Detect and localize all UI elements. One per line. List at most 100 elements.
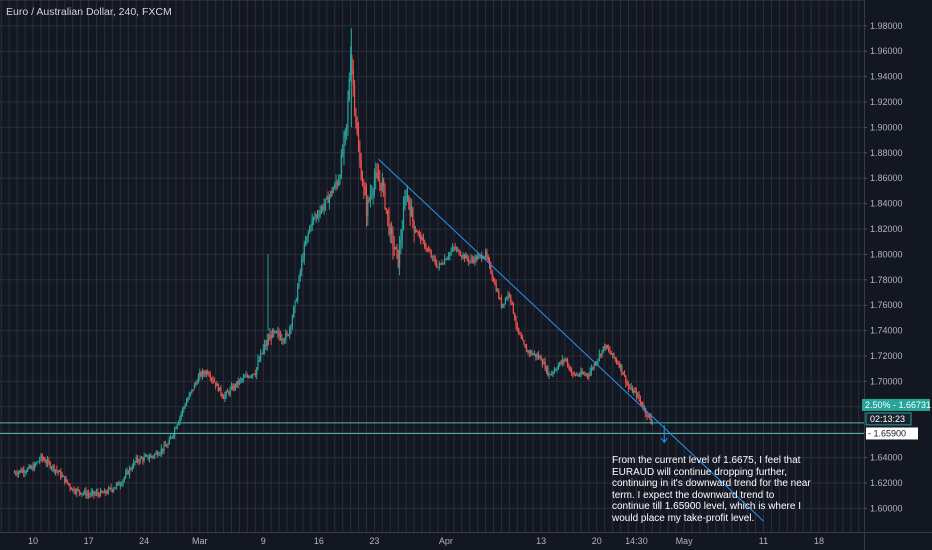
candle-body bbox=[142, 458, 144, 461]
candle-body bbox=[590, 368, 593, 372]
candle-body bbox=[86, 494, 88, 496]
candle-body bbox=[437, 267, 439, 269]
candle-body bbox=[523, 340, 525, 345]
candle-body bbox=[392, 233, 394, 248]
candle-body bbox=[633, 390, 635, 393]
candle-body bbox=[396, 246, 398, 250]
candle-body bbox=[188, 394, 190, 399]
candle-body bbox=[45, 462, 47, 464]
candle-body bbox=[54, 469, 57, 472]
candle-body bbox=[577, 374, 579, 376]
candle-body bbox=[499, 298, 501, 300]
candle-body bbox=[609, 349, 611, 353]
candle-body bbox=[449, 252, 451, 257]
candle-body bbox=[107, 488, 110, 493]
candle-body bbox=[527, 350, 529, 352]
candle-body bbox=[641, 401, 643, 406]
candle-body bbox=[409, 204, 411, 217]
candle-body bbox=[49, 462, 51, 468]
price-axis[interactable]: 1.600001.620001.640001.660001.680001.700… bbox=[862, 0, 931, 550]
candle-body bbox=[357, 133, 360, 151]
candle-body bbox=[32, 466, 34, 471]
candle-body bbox=[340, 154, 342, 177]
candle-body bbox=[426, 248, 428, 250]
candle-body bbox=[470, 258, 472, 261]
candle-body bbox=[434, 259, 436, 264]
candle-body bbox=[342, 153, 344, 155]
candle-body bbox=[453, 247, 455, 249]
candle-body bbox=[598, 353, 600, 360]
candle-body bbox=[376, 172, 378, 176]
candle-body bbox=[99, 490, 102, 497]
candle-body bbox=[213, 381, 215, 383]
candle-body bbox=[121, 483, 123, 486]
candle-body bbox=[420, 234, 422, 241]
candle-body bbox=[225, 391, 227, 396]
candle-body bbox=[204, 373, 206, 375]
y-tick-label: 1.80000 bbox=[870, 249, 903, 259]
candle-body bbox=[315, 214, 317, 218]
candle-body bbox=[548, 374, 550, 376]
candle-body bbox=[29, 466, 31, 469]
time-axis[interactable]: 10 17 24 Mar 9 16 23 Apr 13 20 14:30 May 11 18 bbox=[0, 532, 932, 547]
candle-body bbox=[291, 317, 293, 326]
candle-body bbox=[279, 335, 282, 340]
candle-body bbox=[130, 468, 132, 470]
candle-body bbox=[408, 196, 410, 205]
candle-body bbox=[496, 290, 499, 292]
candle-body bbox=[205, 371, 207, 375]
candle-body bbox=[363, 185, 365, 188]
candle-body bbox=[203, 371, 205, 374]
target-price-badge bbox=[866, 427, 918, 440]
candle-body bbox=[567, 360, 569, 367]
candle-body bbox=[373, 178, 376, 191]
x-tick-label: 9 bbox=[261, 536, 266, 546]
candle-body bbox=[533, 353, 536, 355]
candle-body bbox=[117, 482, 119, 485]
candle-body bbox=[586, 373, 589, 376]
candle-body bbox=[379, 181, 381, 184]
y-tick-label: 1.74000 bbox=[870, 326, 903, 336]
x-tick-label: Mar bbox=[192, 536, 208, 546]
candle-body bbox=[618, 363, 620, 368]
candle-body bbox=[429, 251, 431, 253]
candle-body bbox=[273, 330, 275, 333]
candle-body bbox=[401, 229, 403, 240]
candle-body bbox=[642, 405, 644, 409]
candle-body bbox=[211, 378, 213, 380]
analysis-note: From the current level of 1.6675, I feel… bbox=[612, 455, 811, 524]
candle-body bbox=[428, 249, 430, 252]
candle-body bbox=[40, 454, 42, 460]
candle-body bbox=[570, 371, 573, 373]
candle-body bbox=[507, 293, 509, 299]
y-tick-label: 1.96000 bbox=[870, 46, 903, 56]
y-tick-label: 1.64000 bbox=[870, 453, 903, 463]
candle-body bbox=[605, 345, 607, 349]
x-tick-label: 10 bbox=[28, 536, 38, 546]
candle-body bbox=[361, 179, 364, 186]
candle-body bbox=[484, 251, 487, 257]
candle-body bbox=[286, 333, 288, 335]
candle-body bbox=[637, 394, 639, 397]
candle-body bbox=[515, 319, 517, 326]
candle-body bbox=[101, 490, 103, 493]
x-tick-label: 11 bbox=[759, 536, 768, 546]
candle-body bbox=[208, 373, 210, 376]
candle-body bbox=[512, 302, 514, 314]
candle-body bbox=[463, 254, 466, 259]
candle-body bbox=[487, 257, 489, 261]
candle-body bbox=[557, 365, 559, 369]
candle-body bbox=[466, 255, 468, 259]
candle-body bbox=[483, 256, 485, 259]
candle-body bbox=[540, 356, 542, 361]
candle-body bbox=[106, 492, 108, 494]
candle-body bbox=[240, 379, 242, 381]
candle-body bbox=[344, 129, 346, 137]
candle-body bbox=[144, 455, 147, 457]
candle-body bbox=[297, 287, 299, 301]
candle-body bbox=[488, 260, 491, 265]
candle-body bbox=[310, 225, 312, 228]
target-price-text: - 1.65900 bbox=[868, 428, 906, 438]
candle-body bbox=[646, 413, 648, 417]
